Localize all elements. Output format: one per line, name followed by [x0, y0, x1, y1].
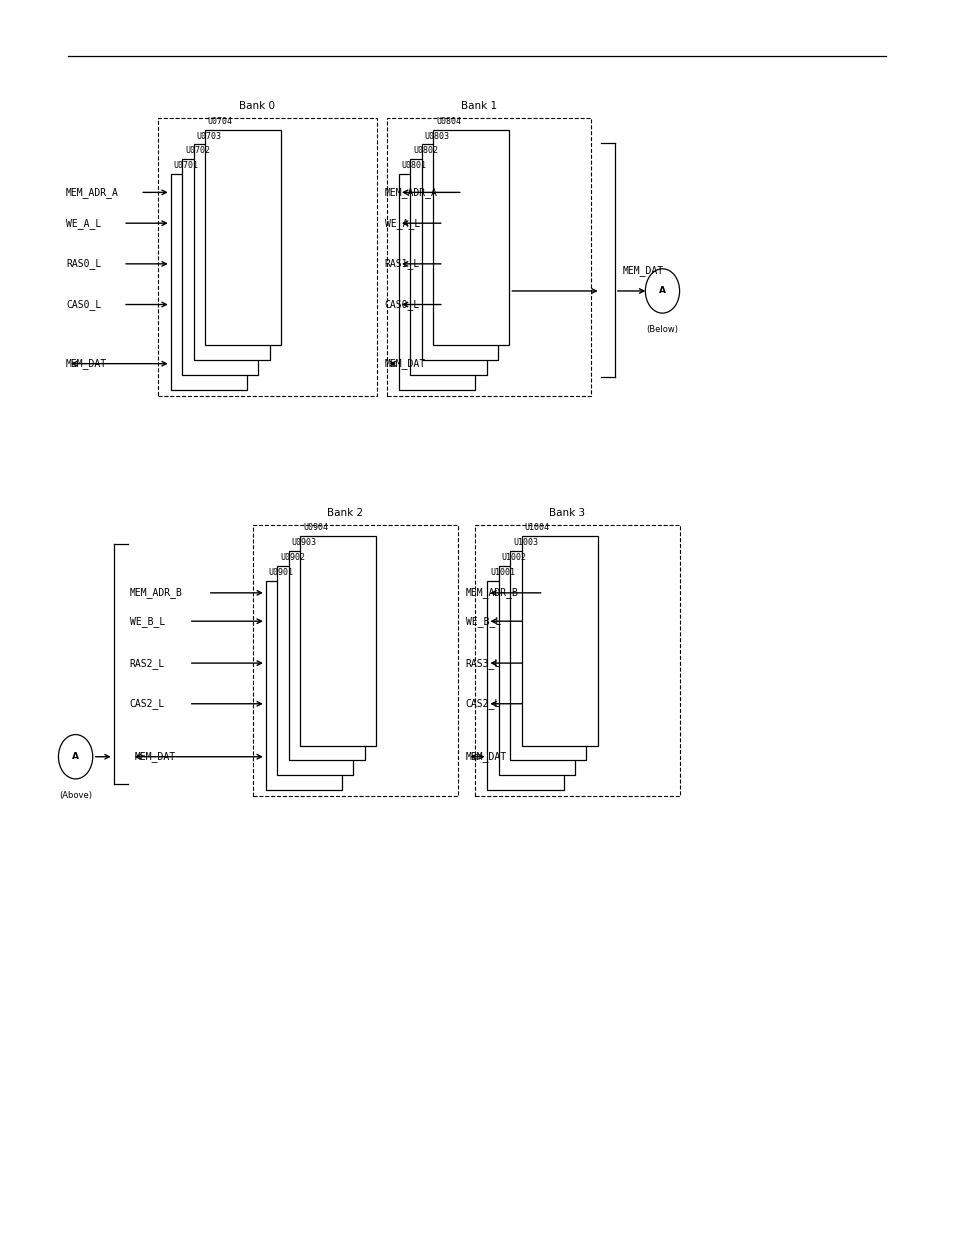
Text: WE_B_L: WE_B_L — [130, 616, 165, 626]
Text: MEM_DAT: MEM_DAT — [134, 751, 175, 762]
Text: Bank 3: Bank 3 — [549, 508, 584, 517]
Text: A: A — [659, 287, 665, 295]
Text: U1003: U1003 — [513, 538, 537, 547]
Text: WE_B_L: WE_B_L — [465, 616, 500, 626]
Text: CAS2_L: CAS2_L — [465, 698, 500, 709]
Text: (Above): (Above) — [59, 792, 92, 800]
Bar — [487, 580, 563, 790]
Bar — [289, 551, 364, 761]
Text: MEM_DAT: MEM_DAT — [384, 358, 425, 369]
Text: U0804: U0804 — [436, 117, 460, 126]
Text: U1001: U1001 — [490, 568, 515, 577]
Text: U0803: U0803 — [424, 132, 449, 141]
Text: CAS2_L: CAS2_L — [130, 698, 165, 709]
Bar — [421, 144, 497, 359]
Text: U0704: U0704 — [208, 117, 233, 126]
Text: U0904: U0904 — [303, 524, 328, 532]
Bar — [386, 119, 591, 395]
Text: RAS3_L: RAS3_L — [465, 658, 500, 668]
Text: U0801: U0801 — [401, 162, 426, 170]
Bar — [193, 144, 270, 359]
Text: RAS1_L: RAS1_L — [384, 258, 419, 269]
Bar — [410, 159, 486, 374]
Text: U1004: U1004 — [524, 524, 549, 532]
Text: MEM_DAT: MEM_DAT — [465, 751, 506, 762]
Text: U0802: U0802 — [413, 147, 437, 156]
Text: MEM_DAT: MEM_DAT — [622, 266, 663, 277]
Text: MEM_ADR_A: MEM_ADR_A — [384, 186, 437, 198]
Text: U0702: U0702 — [185, 147, 210, 156]
Bar — [277, 566, 353, 776]
Text: U0701: U0701 — [173, 162, 198, 170]
Text: Bank 0: Bank 0 — [238, 101, 274, 111]
Text: U0903: U0903 — [292, 538, 316, 547]
Bar — [398, 174, 475, 389]
Bar — [182, 159, 258, 374]
Text: Bank 2: Bank 2 — [327, 508, 363, 517]
Text: MEM_DAT: MEM_DAT — [66, 358, 107, 369]
Text: RAS2_L: RAS2_L — [130, 658, 165, 668]
Text: U0901: U0901 — [269, 568, 294, 577]
Text: WE_A_L: WE_A_L — [66, 217, 101, 228]
Bar — [498, 566, 575, 776]
Text: CAS0_L: CAS0_L — [384, 299, 419, 310]
Bar — [205, 130, 281, 345]
Bar — [158, 119, 376, 395]
Text: (Below): (Below) — [646, 326, 678, 335]
Bar — [266, 580, 341, 790]
Bar — [171, 174, 247, 389]
Text: U0902: U0902 — [280, 553, 305, 562]
Bar — [510, 551, 586, 761]
Bar — [521, 536, 598, 746]
Bar — [475, 525, 679, 797]
Text: A: A — [72, 752, 79, 761]
Text: RAS0_L: RAS0_L — [66, 258, 101, 269]
Text: Bank 1: Bank 1 — [460, 101, 497, 111]
Text: U1002: U1002 — [501, 553, 526, 562]
Text: CAS0_L: CAS0_L — [66, 299, 101, 310]
Text: U0703: U0703 — [196, 132, 221, 141]
Bar — [253, 525, 457, 797]
Text: WE_A_L: WE_A_L — [384, 217, 419, 228]
Bar — [300, 536, 375, 746]
Bar — [433, 130, 509, 345]
Text: MEM_ADR_A: MEM_ADR_A — [66, 186, 119, 198]
Text: MEM_ADR_B: MEM_ADR_B — [465, 588, 517, 598]
Text: MEM_ADR_B: MEM_ADR_B — [130, 588, 182, 598]
